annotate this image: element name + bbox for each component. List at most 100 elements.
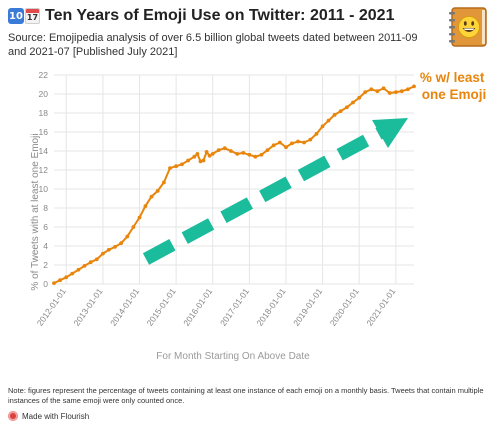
- data-point[interactable]: [149, 194, 154, 199]
- x-axis-label: For Month Starting On Above Date: [156, 351, 310, 362]
- x-tick-label: 2020-01-01: [328, 286, 361, 328]
- data-point[interactable]: [222, 146, 227, 151]
- chart-title-row: 10 17 Ten Years of Emoji Use on Twitter:…: [8, 7, 438, 25]
- y-tick-label: 20: [39, 89, 49, 99]
- data-point[interactable]: [76, 267, 81, 272]
- y-tick-label: 0: [43, 279, 48, 289]
- x-tick-label: 2012-01-01: [35, 286, 68, 328]
- flourish-logo-icon: [8, 411, 18, 421]
- data-point[interactable]: [207, 153, 212, 158]
- data-point[interactable]: [204, 150, 209, 154]
- data-point[interactable]: [229, 149, 233, 153]
- page-title: Ten Years of Emoji Use on Twitter: 2011 …: [45, 7, 395, 24]
- keycap-ten-icon: 10: [8, 8, 24, 24]
- x-tick-label: 2014-01-01: [108, 286, 141, 328]
- data-point[interactable]: [113, 245, 117, 249]
- footnote: Note: figures represent the percentage o…: [8, 386, 484, 405]
- data-point[interactable]: [363, 90, 368, 94]
- data-point[interactable]: [296, 139, 300, 144]
- data-point[interactable]: [88, 260, 93, 265]
- data-point[interactable]: [201, 158, 206, 163]
- data-point[interactable]: [369, 87, 374, 92]
- data-point[interactable]: [168, 166, 172, 170]
- data-point[interactable]: [338, 109, 343, 113]
- data-point[interactable]: [326, 118, 331, 123]
- data-point[interactable]: [394, 90, 398, 94]
- data-point[interactable]: [375, 89, 380, 94]
- data-point[interactable]: [131, 225, 136, 229]
- data-point[interactable]: [82, 264, 87, 268]
- emoji-line-chart: 0 2 4 6 8 10 12 14 16 18 20 22 2012-01-01 2013-01-01…: [30, 70, 487, 362]
- data-point[interactable]: [180, 162, 184, 167]
- x-tick-label: 2013-01-01: [71, 286, 104, 328]
- data-point[interactable]: [247, 152, 252, 157]
- data-point[interactable]: [406, 87, 410, 92]
- y-tick-label: 2: [43, 260, 48, 270]
- data-point[interactable]: [351, 100, 355, 105]
- data-point[interactable]: [381, 86, 386, 91]
- data-point[interactable]: [70, 271, 75, 276]
- data-point[interactable]: [271, 143, 276, 148]
- data-point[interactable]: [241, 151, 246, 155]
- data-point[interactable]: [357, 95, 362, 100]
- data-point[interactable]: [198, 159, 203, 164]
- y-tick-label: 16: [39, 127, 49, 137]
- data-point[interactable]: [332, 113, 337, 117]
- data-point[interactable]: [284, 145, 288, 150]
- data-point[interactable]: [235, 152, 240, 156]
- data-point[interactable]: [216, 148, 221, 152]
- data-point[interactable]: [101, 251, 105, 256]
- data-point[interactable]: [302, 140, 306, 145]
- y-axis-label: % of Tweets with at least one Emoji: [30, 133, 41, 290]
- flourish-credit-label: Made with Flourish: [22, 411, 90, 421]
- data-point[interactable]: [137, 215, 142, 220]
- data-point[interactable]: [125, 234, 130, 239]
- data-point[interactable]: [58, 278, 62, 283]
- y-tick-label: 10: [39, 184, 49, 194]
- x-tick-label: 2019-01-01: [291, 286, 324, 328]
- data-point[interactable]: [308, 137, 313, 142]
- flourish-credit[interactable]: Made with Flourish: [8, 411, 89, 421]
- x-axis-ticks: 2012-01-01 2013-01-01 2014-01-01 2015-01-01…: [35, 286, 398, 328]
- trend-arrow-head: [372, 118, 408, 148]
- data-point[interactable]: [278, 140, 282, 145]
- x-tick-label: 2015-01-01: [145, 286, 178, 328]
- data-point[interactable]: [106, 247, 111, 252]
- data-point[interactable]: [192, 154, 197, 159]
- calendar-icon: 17: [25, 8, 40, 24]
- data-point[interactable]: [195, 152, 200, 156]
- data-point[interactable]: [52, 281, 56, 285]
- data-point[interactable]: [345, 105, 349, 110]
- x-tick-label: 2018-01-01: [254, 286, 287, 328]
- data-point[interactable]: [174, 164, 179, 169]
- data-point[interactable]: [143, 204, 148, 209]
- y-axis-ticks: 0 2 4 6 8 10 12 14 16 18 20 22: [39, 70, 49, 289]
- chart-subtitle: Source: Emojipedia analysis of over 6.5 …: [8, 32, 418, 58]
- data-point[interactable]: [64, 275, 69, 280]
- notebook-grinning-face-icon: [449, 7, 487, 47]
- data-point[interactable]: [290, 141, 294, 146]
- data-point[interactable]: [186, 158, 191, 163]
- data-point[interactable]: [210, 152, 215, 156]
- trend-arrow-shaft: [142, 127, 384, 265]
- data-point[interactable]: [119, 241, 123, 246]
- data-point[interactable]: [399, 89, 404, 94]
- data-point[interactable]: [253, 154, 258, 159]
- trend-arrow: [142, 118, 408, 265]
- data-point[interactable]: [259, 152, 264, 157]
- data-point[interactable]: [412, 84, 416, 89]
- annotation-line-2: one Emoji: [422, 87, 487, 102]
- annotation-line-1: % w/ least: [420, 70, 485, 85]
- y-tick-label: 14: [39, 146, 49, 156]
- y-tick-label: 18: [39, 108, 49, 118]
- keycap-ten-label: 10: [9, 10, 23, 22]
- data-point[interactable]: [265, 148, 270, 152]
- data-point[interactable]: [387, 91, 392, 95]
- data-point[interactable]: [314, 132, 319, 136]
- data-point[interactable]: [162, 180, 166, 185]
- data-point[interactable]: [94, 257, 99, 262]
- y-tick-label: 12: [39, 165, 49, 175]
- data-point[interactable]: [155, 189, 160, 193]
- y-tick-label: 22: [39, 70, 49, 80]
- data-point[interactable]: [320, 124, 325, 129]
